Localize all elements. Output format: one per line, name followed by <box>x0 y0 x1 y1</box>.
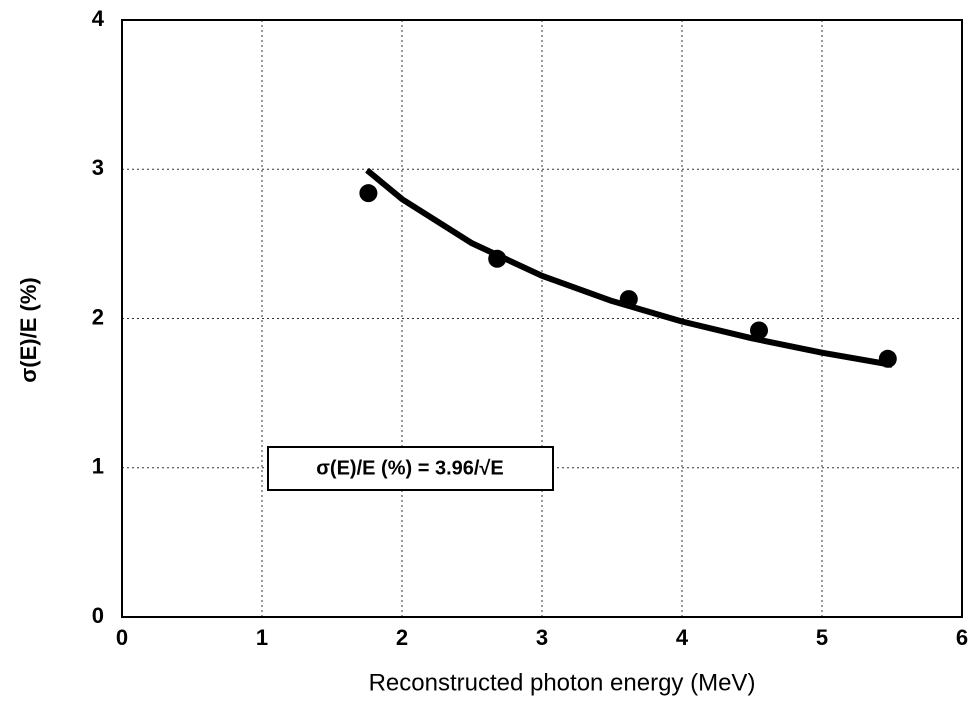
x-tick-label: 4 <box>676 625 689 650</box>
y-tick-label: 1 <box>92 454 104 479</box>
x-tick-label: 3 <box>536 625 548 650</box>
x-axis-label: Reconstructed photon energy (MeV) <box>369 669 756 696</box>
y-axis-label: σ(E)/E (%) <box>16 277 41 383</box>
data-point <box>750 321 768 340</box>
x-tick-label: 2 <box>396 625 408 650</box>
x-tick-label: 5 <box>816 625 828 650</box>
legend-box <box>267 446 554 491</box>
y-tick-label: 0 <box>92 603 104 628</box>
legend-label: σ(E)/E (%) = 3.96/√E <box>316 457 504 479</box>
data-point <box>359 184 378 203</box>
legend: σ(E)/E (%) = 3.96/√E <box>267 446 554 491</box>
plot-frame <box>121 19 963 618</box>
x-tick-label: 0 <box>116 625 128 650</box>
x-tick-label: 6 <box>956 625 968 650</box>
y-tick-label: 2 <box>92 304 104 329</box>
y-tick-label: 3 <box>92 155 104 180</box>
fit-curve <box>365 167 893 368</box>
x-tick-label: 1 <box>256 625 268 650</box>
y-tick-label: 4 <box>92 6 105 31</box>
